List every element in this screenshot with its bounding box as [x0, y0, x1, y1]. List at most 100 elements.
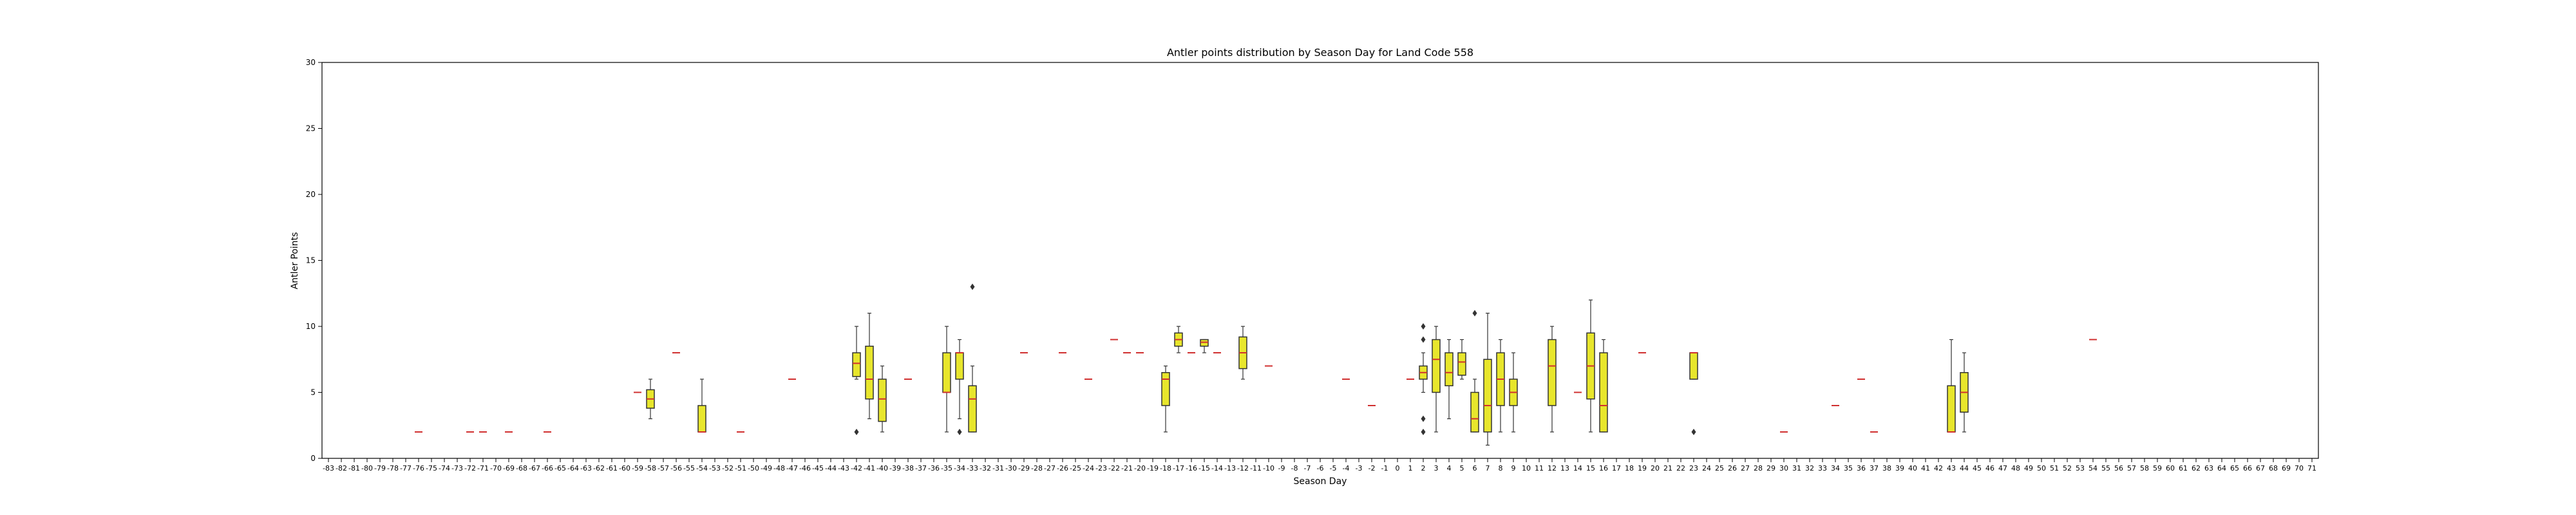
- x-tick-label: 26: [1728, 464, 1737, 473]
- x-tick-label: 51: [2050, 464, 2059, 473]
- box-day--12: [1238, 326, 1247, 380]
- box-body: [1457, 352, 1466, 376]
- x-tick-label: -71: [477, 464, 489, 473]
- box-day--35: [942, 326, 951, 433]
- x-tick-label: 4: [1447, 464, 1452, 473]
- x-tick-label: 65: [2230, 464, 2239, 473]
- x-tick-label: -52: [722, 464, 734, 473]
- x-tick-label: -36: [928, 464, 940, 473]
- x-tick-label: -63: [580, 464, 592, 473]
- box-day--34: [955, 339, 964, 435]
- x-tick-label: -8: [1291, 464, 1298, 473]
- x-tick-label: 46: [1985, 464, 1994, 473]
- x-tick-label: 8: [1499, 464, 1503, 473]
- x-tick-label: -56: [670, 464, 682, 473]
- y-tick-label: 5: [310, 388, 316, 397]
- box-day-8: [1496, 339, 1505, 433]
- x-tick-label: -17: [1173, 464, 1184, 473]
- box-day--54: [697, 379, 706, 433]
- box-series: [415, 283, 2097, 446]
- box-day--40: [878, 365, 887, 433]
- y-tick-label: 20: [306, 190, 316, 199]
- x-tick-label: -21: [1121, 464, 1133, 473]
- x-tick-label: -60: [619, 464, 630, 473]
- x-tick-label: 70: [2295, 464, 2304, 473]
- box-body: [1200, 339, 1209, 347]
- x-tick-label: -40: [876, 464, 888, 473]
- outlier-point: [1421, 415, 1426, 422]
- box-body: [1444, 352, 1454, 386]
- box-day-15: [1586, 299, 1595, 433]
- outlier-point: [854, 429, 859, 435]
- box-day-6: [1470, 310, 1479, 433]
- x-tick-label: -38: [902, 464, 914, 473]
- x-tick-label: -83: [323, 464, 334, 473]
- box-body: [878, 379, 887, 422]
- x-tick-label: -16: [1186, 464, 1197, 473]
- x-tick-label: 44: [1960, 464, 1969, 473]
- x-tick-label: 9: [1511, 464, 1516, 473]
- x-tick-label: -3: [1356, 464, 1363, 473]
- x-tick-label: -70: [490, 464, 502, 473]
- box-day-2: [1419, 323, 1428, 435]
- x-tick-label: -22: [1108, 464, 1120, 473]
- x-tick-label: 29: [1766, 464, 1776, 473]
- x-tick-label: 22: [1676, 464, 1685, 473]
- box-body: [1432, 339, 1441, 393]
- x-tick-label: 15: [1586, 464, 1595, 473]
- box-day-16: [1599, 339, 1608, 433]
- x-tick-label: -11: [1250, 464, 1262, 473]
- x-tick-label: -39: [889, 464, 901, 473]
- box-body: [1483, 359, 1492, 433]
- x-tick-label: 38: [1882, 464, 1891, 473]
- x-tick-label: -15: [1198, 464, 1210, 473]
- chart-title: Antler points distribution by Season Day…: [1167, 46, 1473, 59]
- box-day-7: [1483, 312, 1492, 446]
- outlier-point: [1421, 336, 1426, 343]
- x-tick-label: -64: [567, 464, 579, 473]
- x-tick-label: -66: [542, 464, 553, 473]
- x-tick-label: 33: [1818, 464, 1827, 473]
- x-tick-label: -55: [683, 464, 695, 473]
- x-tick-label: 47: [1998, 464, 2007, 473]
- y-axis: 0 5 10 15 20 25 30: [306, 58, 322, 463]
- x-tick-label: 27: [1741, 464, 1750, 473]
- x-tick-label: -76: [413, 464, 424, 473]
- box-body: [1689, 352, 1698, 380]
- x-tick-label: 48: [2011, 464, 2020, 473]
- x-tick-label: 41: [1921, 464, 1930, 473]
- outlier-point: [957, 429, 962, 435]
- box-body: [697, 405, 706, 433]
- x-tick-label: -31: [992, 464, 1004, 473]
- x-tick-label: 32: [1805, 464, 1814, 473]
- x-tick-label: 42: [1934, 464, 1943, 473]
- x-tick-label: 56: [2114, 464, 2123, 473]
- x-tick-label: 53: [2076, 464, 2085, 473]
- x-tick-label: 43: [1947, 464, 1956, 473]
- y-tick-label: 0: [310, 454, 316, 463]
- x-tick-label: -54: [696, 464, 708, 473]
- x-tick-label: -62: [593, 464, 605, 473]
- x-tick-label: -61: [606, 464, 618, 473]
- x-tick-label: -43: [838, 464, 849, 473]
- x-tick-label: 13: [1560, 464, 1569, 473]
- x-tick-label: 40: [1908, 464, 1917, 473]
- x-tick-label: -50: [748, 464, 759, 473]
- x-tick-label: 18: [1625, 464, 1634, 473]
- x-tick-label: -78: [387, 464, 399, 473]
- box-day-44: [1960, 352, 1969, 433]
- x-tick-label: 54: [2088, 464, 2098, 473]
- x-tick-label: -75: [426, 464, 437, 473]
- y-axis-label: Antler Points: [290, 232, 300, 290]
- x-tick-label: -28: [1031, 464, 1043, 473]
- x-tick-label: 63: [2204, 464, 2213, 473]
- x-tick-label: 71: [2307, 464, 2316, 473]
- x-tick-label: 58: [2140, 464, 2149, 473]
- x-tick-label: -13: [1224, 464, 1236, 473]
- box-body: [968, 385, 977, 433]
- x-tick-label: -24: [1083, 464, 1094, 473]
- x-tick-label: 67: [2256, 464, 2265, 473]
- x-tick-label: -48: [773, 464, 785, 473]
- x-tick-label: -73: [451, 464, 463, 473]
